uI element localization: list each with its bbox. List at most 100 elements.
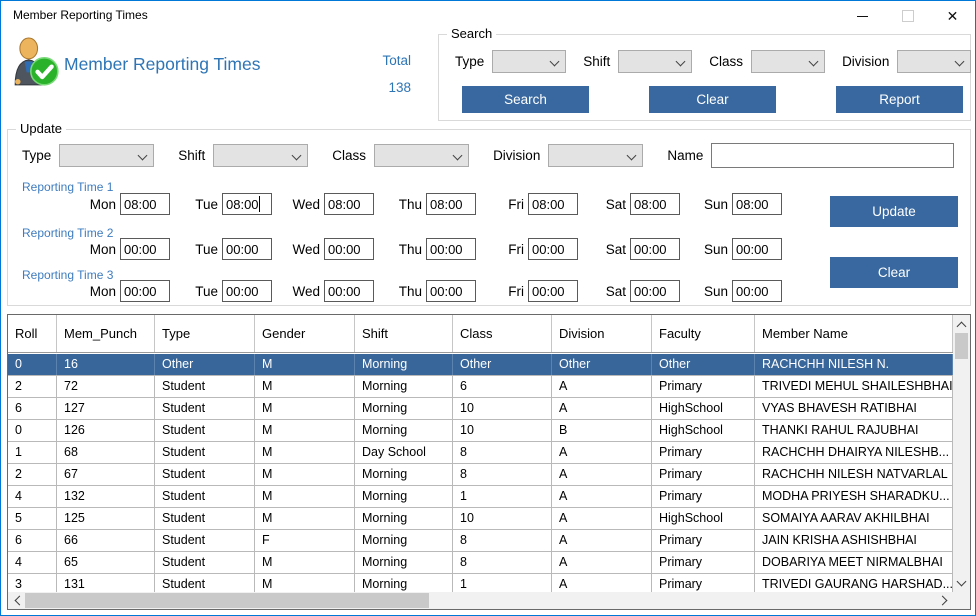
search-shift-select[interactable] [618,50,693,73]
cell: 65 [57,552,155,573]
update-class-select[interactable] [374,144,470,167]
search-division-select[interactable] [897,50,972,73]
time-input-rt1-tue[interactable] [222,193,272,215]
time-input-rt1-thu[interactable] [426,193,476,215]
search-class-select[interactable] [751,50,826,73]
update-division-select[interactable] [548,144,644,167]
time-input-rt1-sun[interactable] [732,193,782,215]
cell: A [552,376,652,397]
update-shift-select[interactable] [213,144,309,167]
cell: Primary [652,464,755,485]
cell: 10 [453,420,552,441]
scroll-down-button[interactable] [953,575,970,591]
column-header-roll[interactable]: Roll [8,315,57,352]
table-row[interactable]: 3 131 Student M Morning 1 A Primary TRIVEDI GAUR… [8,574,953,592]
cell: Primary [652,376,755,397]
cell: Primary [652,530,755,551]
table-row[interactable]: 4 65 Student M Morning 8 A Primary DOBARIYA MEET… [8,552,953,574]
table-row[interactable]: 2 72 Student M Morning 6 A Primary TRIVEDI MEHUL… [8,376,953,398]
update-type-label: Type [22,148,52,163]
time-input-rt3-tue[interactable] [222,280,272,302]
horizontal-scrollbar[interactable] [8,592,953,609]
cell: Other [652,354,755,375]
maximize-button[interactable] [885,1,930,31]
table-row[interactable]: 5 125 Student M Morning 10 A HighSchool SOMAIYA … [8,508,953,530]
time-input-rt3-wed[interactable] [324,280,374,302]
close-button[interactable]: ✕ [930,1,975,31]
column-header-class[interactable]: Class [453,315,552,352]
time-input-rt3-sun[interactable] [732,280,782,302]
vertical-scroll-thumb[interactable] [955,333,968,359]
time-input-rt2-tue[interactable] [222,238,272,260]
column-header-gender[interactable]: Gender [255,315,355,352]
update-type-select[interactable] [59,144,155,167]
time-input-rt2-sun[interactable] [732,238,782,260]
column-header-type[interactable]: Type [155,315,255,352]
cell: Student [155,420,255,441]
horizontal-scroll-thumb[interactable] [25,593,429,608]
search-groupbox: Search Type Shift Class Division Search … [438,26,972,121]
cell: Student [155,442,255,463]
day-label: Fri [508,196,524,212]
search-clear-button[interactable]: Clear [649,86,776,113]
scroll-right-button[interactable] [936,592,952,609]
cell: 6 [8,530,57,551]
cell: 6 [8,398,57,419]
table-row[interactable]: 1 68 Student M Day School 8 A Primary RACHCHH DH… [8,442,953,464]
reporting-time-1-row: Mon Tue Wed Thu Fri Sat Sun [86,193,800,215]
cell: 10 [453,508,552,529]
time-input-rt2-fri[interactable] [528,238,578,260]
time-input-rt3-mon[interactable] [120,280,170,302]
reporting-time-3-row: Mon Tue Wed Thu Fri Sat Sun [86,280,800,302]
time-input-rt3-fri[interactable] [528,280,578,302]
cell: Student [155,486,255,507]
update-button[interactable]: Update [830,196,958,227]
table-row[interactable]: 0 126 Student M Morning 10 B HighSchool THANKI R… [8,420,953,442]
cell: HighSchool [652,508,755,529]
column-header-member-name[interactable]: Member Name [755,315,953,352]
cell: 8 [453,552,552,573]
time-input-rt2-thu[interactable] [426,238,476,260]
search-type-select[interactable] [492,50,567,73]
name-input[interactable] [711,143,955,168]
cell: 1 [453,486,552,507]
cell: A [552,486,652,507]
report-button[interactable]: Report [836,86,963,113]
cell: M [255,464,355,485]
table-row[interactable]: 4 132 Student M Morning 1 A Primary MODHA PRIYES… [8,486,953,508]
cell: Morning [355,574,453,592]
time-input-rt1-wed[interactable] [324,193,374,215]
cell: Morning [355,398,453,419]
update-clear-button[interactable]: Clear [830,257,958,288]
time-input-rt3-thu[interactable] [426,280,476,302]
table-row[interactable]: 2 67 Student M Morning 8 A Primary RACHCHH NILES… [8,464,953,486]
column-header-shift[interactable]: Shift [355,315,453,352]
cell: Primary [652,486,755,507]
column-header-faculty[interactable]: Faculty [652,315,755,352]
time-input-rt3-sat[interactable] [630,280,680,302]
time-input-rt2-mon[interactable] [120,238,170,260]
column-header-division[interactable]: Division [552,315,652,352]
cell: 132 [57,486,155,507]
scroll-left-button[interactable] [9,592,25,609]
time-input-rt2-sat[interactable] [630,238,680,260]
cell: Morning [355,508,453,529]
table-row[interactable]: 6 66 Student F Morning 8 A Primary JAIN KRISHA A… [8,530,953,552]
time-input-rt1-mon[interactable] [120,193,170,215]
chevron-down-icon [452,150,463,161]
vertical-scrollbar[interactable] [953,315,970,592]
time-input-rt1-fri[interactable] [528,193,578,215]
time-input-rt1-sat[interactable] [630,193,680,215]
minimize-button[interactable] [840,1,885,31]
day-label: Wed [292,241,320,257]
column-header-mem-punch[interactable]: Mem_Punch [57,315,155,352]
table-row[interactable]: 0 16 Other M Morning Other Other Other RACHCHH N… [8,354,953,376]
search-button[interactable]: Search [462,86,589,113]
scrollbar-corner [953,592,970,609]
scroll-up-button[interactable] [953,316,970,332]
day-label: Sat [605,241,626,257]
table-row[interactable]: 6 127 Student M Morning 10 A HighSchool VYAS BHA… [8,398,953,420]
time-input-rt2-wed[interactable] [324,238,374,260]
search-division-label: Division [842,54,890,69]
day-label: Thu [398,241,422,257]
